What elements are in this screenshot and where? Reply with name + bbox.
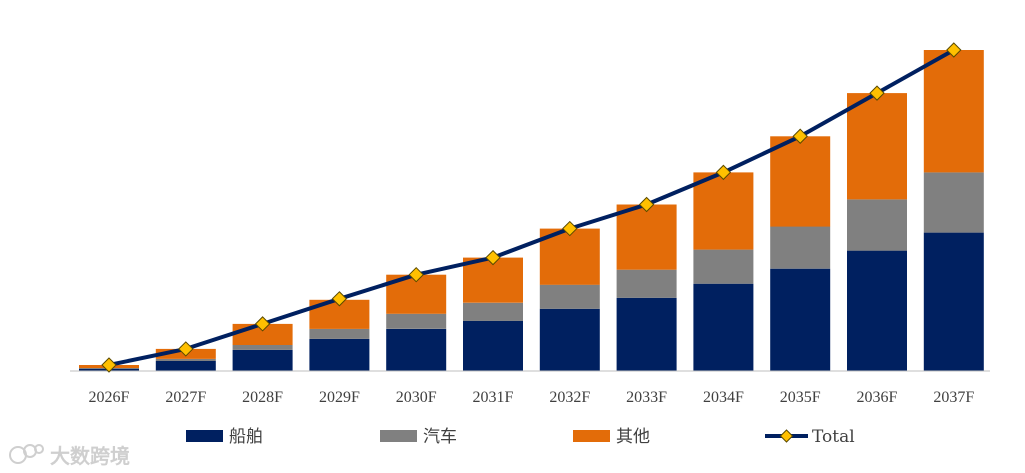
bar-2029F-series-1 xyxy=(309,328,370,339)
total-marker-2031F xyxy=(485,249,501,266)
bar-2032F-series-0 xyxy=(539,308,600,371)
legend-label-2: 其他 xyxy=(616,427,650,447)
total-marker-2037F xyxy=(946,42,962,58)
bar-2033F-series-1 xyxy=(616,269,677,298)
legend: 船舶 汽车 其他 Total xyxy=(186,427,855,447)
bar-2035F-series-2 xyxy=(770,136,831,227)
total-marker-2030F xyxy=(408,266,424,283)
x-tick-label: 2028F xyxy=(242,389,283,406)
watermark-logo-icon xyxy=(9,444,44,464)
x-tick-label: 2034F xyxy=(703,389,744,406)
x-tick-label: 2029F xyxy=(319,389,360,406)
bar-2028F-series-1 xyxy=(232,344,293,350)
bar-2034F-series-0 xyxy=(693,283,754,371)
bar-2037F-series-0 xyxy=(923,232,984,371)
bar-2028F-series-0 xyxy=(232,349,293,371)
bar-2030F-series-0 xyxy=(386,328,447,371)
legend-swatch-2 xyxy=(573,430,610,442)
legend-marker-total xyxy=(779,429,794,443)
bar-2029F-series-0 xyxy=(309,338,370,371)
total-line xyxy=(108,48,955,367)
bar-2030F-series-1 xyxy=(386,313,447,329)
x-tick-labels: 2026F 2027F 2028F 2029F 2030F 2031F 2032F 2033F… xyxy=(89,389,975,406)
x-tick-label: 2037F xyxy=(933,389,974,406)
total-marker-2034F xyxy=(715,164,732,181)
bar-2033F-series-2 xyxy=(616,204,677,270)
x-tick-label: 2027F xyxy=(165,389,206,406)
bars-group xyxy=(79,50,984,371)
bar-2027F-series-1 xyxy=(155,359,216,361)
x-tick-label: 2026F xyxy=(89,389,130,406)
total-marker-2028F xyxy=(254,316,271,332)
total-marker-2029F xyxy=(331,291,348,307)
bar-2037F-series-1 xyxy=(923,172,984,233)
bar-2031F-series-1 xyxy=(463,302,523,321)
bar-2036F-series-1 xyxy=(847,199,907,251)
total-marker-2035F xyxy=(792,128,808,144)
bar-2031F-series-0 xyxy=(463,320,523,371)
legend-label-1: 汽车 xyxy=(423,427,457,447)
bar-2032F-series-1 xyxy=(539,284,600,309)
watermark: 大数跨境 xyxy=(9,444,130,468)
bar-2035F-series-0 xyxy=(770,268,831,371)
watermark-text: 大数跨境 xyxy=(50,444,130,468)
x-tick-label: 2036F xyxy=(857,389,898,406)
bar-2027F-series-0 xyxy=(155,361,216,371)
legend-swatch-1 xyxy=(380,430,417,442)
bar-2034F-series-1 xyxy=(693,249,754,284)
x-tick-label: 2033F xyxy=(626,389,667,406)
bar-2034F-series-2 xyxy=(693,172,754,250)
total-marker-2033F xyxy=(638,196,655,213)
legend-swatch-0 xyxy=(186,430,223,442)
bar-2035F-series-1 xyxy=(770,226,831,269)
legend-label-0: 船舶 xyxy=(229,427,263,447)
legend-label-total: Total xyxy=(812,427,855,447)
x-tick-label: 2032F xyxy=(549,389,590,406)
x-tick-label: 2035F xyxy=(780,389,821,406)
bar-2037F-series-2 xyxy=(923,50,984,173)
bar-2036F-series-0 xyxy=(847,250,907,371)
bar-2033F-series-0 xyxy=(616,297,677,371)
total-marker-2027F xyxy=(178,341,194,357)
total-marker-2036F xyxy=(869,85,885,101)
total-line-group xyxy=(101,42,962,373)
x-tick-label: 2030F xyxy=(396,389,437,406)
bar-2036F-series-2 xyxy=(847,93,907,200)
total-marker-2026F xyxy=(101,357,117,373)
x-tick-label: 2031F xyxy=(473,389,514,406)
total-marker-2032F xyxy=(562,220,578,237)
